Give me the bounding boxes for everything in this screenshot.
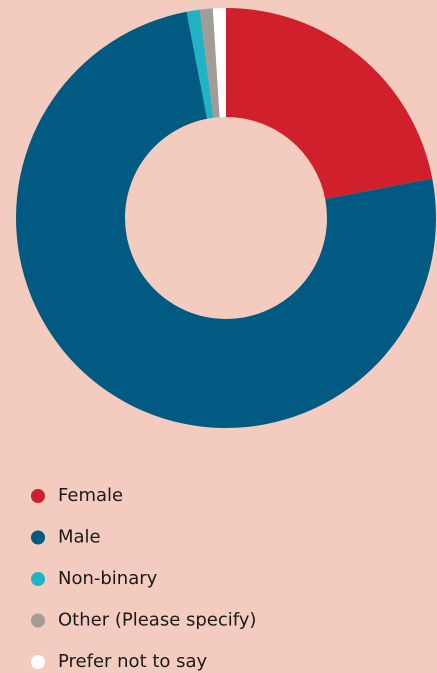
legend-label: Female [58, 485, 123, 506]
legend-swatch [31, 489, 45, 503]
legend-swatch [31, 572, 45, 586]
donut-slice [226, 8, 433, 200]
legend-swatch [31, 530, 45, 545]
legend-label: Other (Please specify) [58, 610, 256, 631]
legend-swatch [31, 613, 45, 628]
donut-slice [199, 8, 220, 118]
legend-swatch [31, 655, 45, 669]
legend-label: Prefer not to say [58, 651, 208, 672]
donut-slice [16, 11, 437, 429]
legend-label: Male [58, 527, 101, 548]
donut-slice [212, 8, 226, 118]
legend-label: Non-binary [58, 568, 158, 589]
donut-slice [186, 9, 214, 119]
